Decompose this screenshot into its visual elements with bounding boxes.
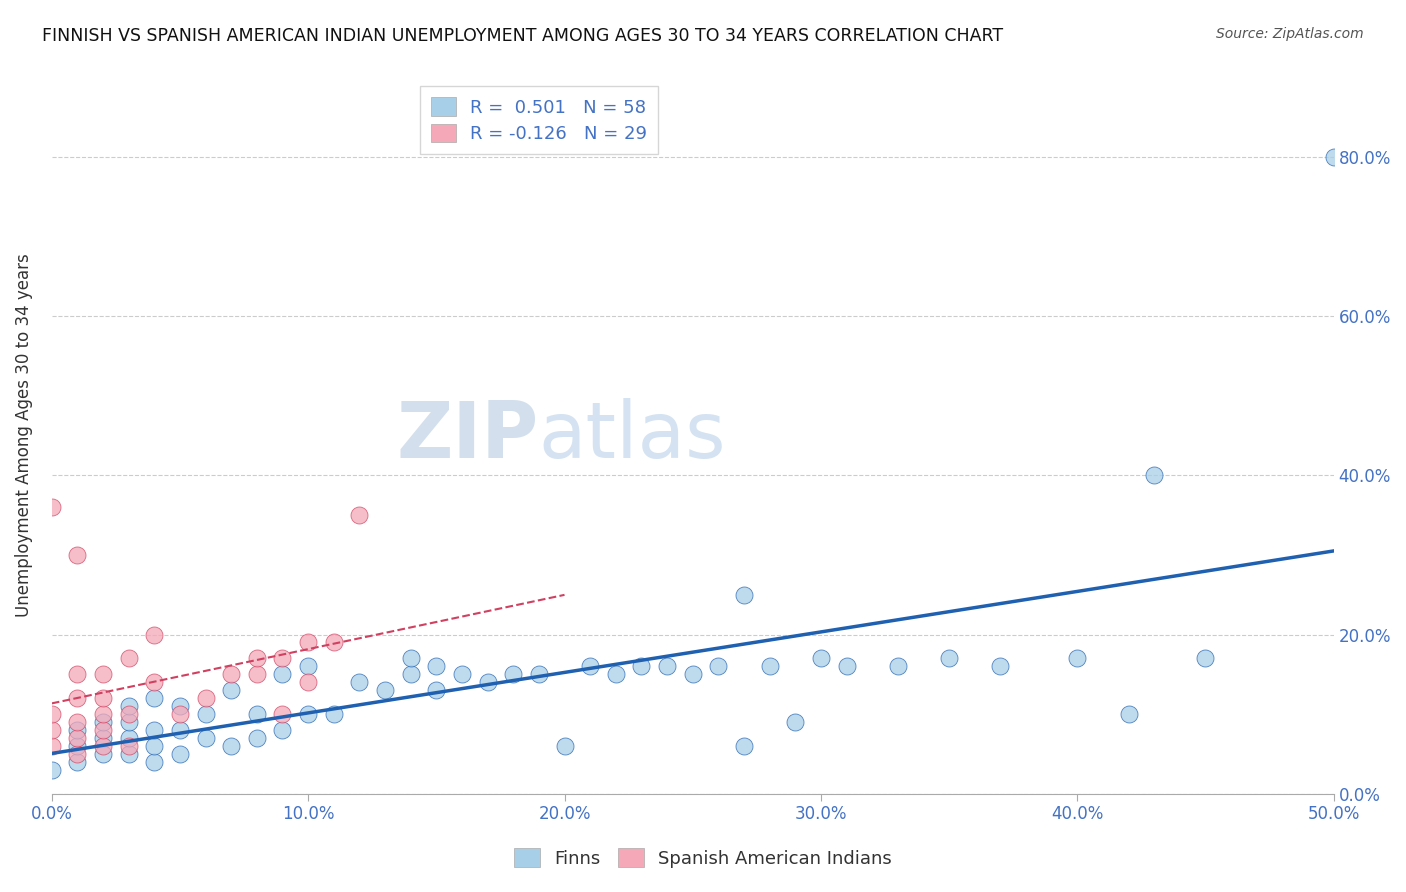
Point [143, 723, 166, 737]
Legend: Finns, Spanish American Indians: Finns, Spanish American Indians [503, 838, 903, 879]
Point [810, 651, 832, 665]
Point [66, 755, 89, 769]
Point [194, 691, 217, 706]
Point [246, 667, 269, 681]
Point [91, 691, 114, 706]
Point [322, 707, 344, 722]
Point [118, 714, 141, 729]
Point [271, 667, 294, 681]
Point [297, 635, 319, 649]
Point [118, 699, 141, 714]
Point [169, 699, 191, 714]
Point [527, 667, 550, 681]
Text: ZIP: ZIP [396, 398, 538, 474]
Point [399, 651, 422, 665]
Point [349, 675, 371, 690]
Point [322, 635, 344, 649]
Text: Source: ZipAtlas.com: Source: ZipAtlas.com [1216, 27, 1364, 41]
Point [91, 707, 114, 722]
Point [66, 731, 89, 745]
Point [143, 739, 166, 753]
Point [1323, 150, 1346, 164]
Point [169, 747, 191, 761]
Point [66, 691, 89, 706]
Point [425, 683, 447, 698]
Point [1194, 651, 1216, 665]
Point [758, 659, 780, 673]
Point [477, 675, 499, 690]
Point [169, 723, 191, 737]
Point [605, 667, 627, 681]
Point [399, 667, 422, 681]
Point [271, 707, 294, 722]
Point [297, 707, 319, 722]
Point [118, 731, 141, 745]
Point [1066, 651, 1088, 665]
Point [118, 747, 141, 761]
Point [169, 707, 191, 722]
Point [1118, 707, 1140, 722]
Point [707, 659, 730, 673]
Point [41, 763, 63, 777]
Point [118, 707, 141, 722]
Point [118, 739, 141, 753]
Point [785, 714, 807, 729]
Point [655, 659, 678, 673]
Point [66, 739, 89, 753]
Point [349, 508, 371, 523]
Point [41, 739, 63, 753]
Point [682, 667, 704, 681]
Point [91, 714, 114, 729]
Point [630, 659, 652, 673]
Point [66, 747, 89, 761]
Legend: R =  0.501   N = 58, R = -0.126   N = 29: R = 0.501 N = 58, R = -0.126 N = 29 [419, 87, 658, 154]
Point [451, 667, 474, 681]
Point [41, 500, 63, 515]
Point [271, 723, 294, 737]
Point [938, 651, 960, 665]
Point [66, 667, 89, 681]
Point [194, 731, 217, 745]
Point [374, 683, 396, 698]
Point [91, 731, 114, 745]
Point [219, 739, 242, 753]
Point [143, 755, 166, 769]
Point [143, 627, 166, 641]
Point [219, 667, 242, 681]
Text: FINNISH VS SPANISH AMERICAN INDIAN UNEMPLOYMENT AMONG AGES 30 TO 34 YEARS CORREL: FINNISH VS SPANISH AMERICAN INDIAN UNEMP… [42, 27, 1004, 45]
Point [297, 675, 319, 690]
Point [219, 683, 242, 698]
Point [91, 667, 114, 681]
Point [246, 707, 269, 722]
Point [66, 548, 89, 562]
Point [91, 723, 114, 737]
Point [1143, 468, 1166, 483]
Point [988, 659, 1011, 673]
Point [579, 659, 602, 673]
Point [835, 659, 858, 673]
Y-axis label: Unemployment Among Ages 30 to 34 years: Unemployment Among Ages 30 to 34 years [15, 253, 32, 617]
Point [143, 691, 166, 706]
Point [91, 739, 114, 753]
Point [297, 659, 319, 673]
Point [91, 747, 114, 761]
Text: atlas: atlas [538, 398, 727, 474]
Point [118, 651, 141, 665]
Point [425, 659, 447, 673]
Point [41, 723, 63, 737]
Point [733, 739, 755, 753]
Point [887, 659, 910, 673]
Point [66, 714, 89, 729]
Point [733, 588, 755, 602]
Point [553, 739, 575, 753]
Point [246, 731, 269, 745]
Point [246, 651, 269, 665]
Point [66, 723, 89, 737]
Point [143, 675, 166, 690]
Point [502, 667, 524, 681]
Point [41, 707, 63, 722]
Point [194, 707, 217, 722]
Point [271, 651, 294, 665]
